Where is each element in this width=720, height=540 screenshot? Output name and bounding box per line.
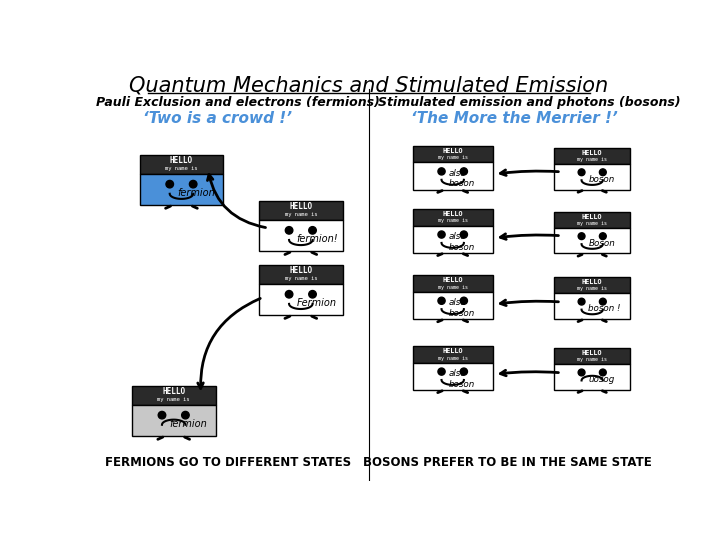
Text: HELLO: HELLO bbox=[442, 148, 463, 154]
FancyBboxPatch shape bbox=[413, 209, 492, 226]
FancyBboxPatch shape bbox=[554, 228, 630, 253]
FancyBboxPatch shape bbox=[140, 174, 223, 205]
FancyBboxPatch shape bbox=[259, 265, 343, 284]
Circle shape bbox=[438, 297, 445, 305]
Circle shape bbox=[158, 411, 166, 419]
Text: HELLO: HELLO bbox=[582, 279, 603, 285]
Text: HELLO: HELLO bbox=[442, 348, 463, 354]
Text: HELLO: HELLO bbox=[442, 277, 463, 283]
Text: BOSONS PREFER TO BE IN THE SAME STATE: BOSONS PREFER TO BE IN THE SAME STATE bbox=[363, 456, 652, 469]
Text: fermion: fermion bbox=[169, 418, 207, 429]
Text: Fermion: Fermion bbox=[297, 298, 337, 308]
Text: HELLO: HELLO bbox=[582, 214, 603, 220]
FancyBboxPatch shape bbox=[554, 364, 630, 390]
Text: HELLO: HELLO bbox=[170, 156, 193, 165]
Text: my name is: my name is bbox=[284, 212, 317, 217]
Circle shape bbox=[460, 168, 467, 175]
Circle shape bbox=[438, 168, 445, 175]
Circle shape bbox=[578, 298, 585, 305]
Text: my name is: my name is bbox=[158, 397, 190, 402]
FancyBboxPatch shape bbox=[413, 292, 492, 319]
Text: my name is: my name is bbox=[577, 357, 607, 362]
FancyBboxPatch shape bbox=[132, 386, 215, 405]
Circle shape bbox=[309, 227, 316, 234]
Text: HELLO: HELLO bbox=[162, 387, 185, 396]
FancyBboxPatch shape bbox=[413, 146, 492, 163]
Text: Stimulated emission and photons (bosons): Stimulated emission and photons (bosons) bbox=[378, 96, 681, 109]
Text: Quantum Mechanics and Stimulated Emission: Quantum Mechanics and Stimulated Emissio… bbox=[130, 76, 608, 96]
Text: boson: boson bbox=[588, 175, 615, 184]
FancyBboxPatch shape bbox=[554, 293, 630, 319]
Text: my name is: my name is bbox=[577, 157, 607, 162]
Circle shape bbox=[460, 231, 467, 238]
Text: FERMIONS GO TO DIFFERENT STATES: FERMIONS GO TO DIFFERENT STATES bbox=[105, 456, 351, 469]
Text: my name is: my name is bbox=[165, 166, 198, 171]
FancyBboxPatch shape bbox=[413, 346, 492, 363]
Circle shape bbox=[189, 180, 197, 188]
Circle shape bbox=[600, 298, 606, 305]
FancyBboxPatch shape bbox=[554, 278, 630, 293]
Circle shape bbox=[166, 180, 174, 188]
Text: HELLO: HELLO bbox=[442, 211, 463, 217]
Text: Boson: Boson bbox=[588, 239, 615, 248]
Text: my name is: my name is bbox=[438, 355, 468, 361]
Text: also
boson: also boson bbox=[449, 232, 475, 252]
Text: Pauli Exclusion and electrons (fermions): Pauli Exclusion and electrons (fermions) bbox=[96, 96, 380, 109]
FancyBboxPatch shape bbox=[554, 348, 630, 364]
FancyBboxPatch shape bbox=[413, 163, 492, 190]
Circle shape bbox=[438, 231, 445, 238]
Text: HELLO: HELLO bbox=[582, 350, 603, 356]
Circle shape bbox=[181, 411, 189, 419]
Text: HELLO: HELLO bbox=[289, 202, 312, 211]
FancyBboxPatch shape bbox=[413, 275, 492, 292]
Text: my name is: my name is bbox=[577, 221, 607, 226]
Text: fermion: fermion bbox=[177, 187, 215, 198]
Circle shape bbox=[438, 368, 445, 375]
Text: HELLO: HELLO bbox=[582, 150, 603, 156]
Circle shape bbox=[460, 368, 467, 375]
Circle shape bbox=[578, 169, 585, 176]
Circle shape bbox=[285, 227, 293, 234]
Text: my name is: my name is bbox=[438, 285, 468, 289]
FancyBboxPatch shape bbox=[132, 405, 215, 436]
Circle shape bbox=[285, 291, 293, 298]
FancyBboxPatch shape bbox=[140, 155, 223, 174]
FancyBboxPatch shape bbox=[259, 201, 343, 220]
Circle shape bbox=[460, 297, 467, 305]
FancyBboxPatch shape bbox=[554, 212, 630, 228]
Text: fermion!: fermion! bbox=[297, 234, 338, 244]
Text: my name is: my name is bbox=[438, 219, 468, 224]
Text: my name is: my name is bbox=[577, 286, 607, 291]
FancyBboxPatch shape bbox=[554, 148, 630, 164]
Circle shape bbox=[309, 291, 316, 298]
Text: also
boson: also boson bbox=[449, 369, 475, 389]
Text: also
boson: also boson bbox=[449, 169, 475, 188]
FancyBboxPatch shape bbox=[554, 164, 630, 190]
FancyBboxPatch shape bbox=[413, 363, 492, 390]
Text: also
boson: also boson bbox=[449, 299, 475, 318]
Text: ‘The More the Merrier !’: ‘The More the Merrier !’ bbox=[411, 111, 618, 126]
Circle shape bbox=[600, 233, 606, 240]
Text: uosog: uosog bbox=[588, 375, 615, 384]
FancyBboxPatch shape bbox=[259, 284, 343, 315]
Circle shape bbox=[578, 369, 585, 376]
Circle shape bbox=[600, 369, 606, 376]
Text: boson !: boson ! bbox=[588, 304, 621, 313]
FancyBboxPatch shape bbox=[413, 226, 492, 253]
Circle shape bbox=[600, 169, 606, 176]
Text: HELLO: HELLO bbox=[289, 266, 312, 275]
Text: my name is: my name is bbox=[284, 276, 317, 281]
Text: ‘Two is a crowd !’: ‘Two is a crowd !’ bbox=[143, 111, 292, 126]
Circle shape bbox=[578, 233, 585, 240]
FancyBboxPatch shape bbox=[259, 220, 343, 251]
Text: my name is: my name is bbox=[438, 156, 468, 160]
